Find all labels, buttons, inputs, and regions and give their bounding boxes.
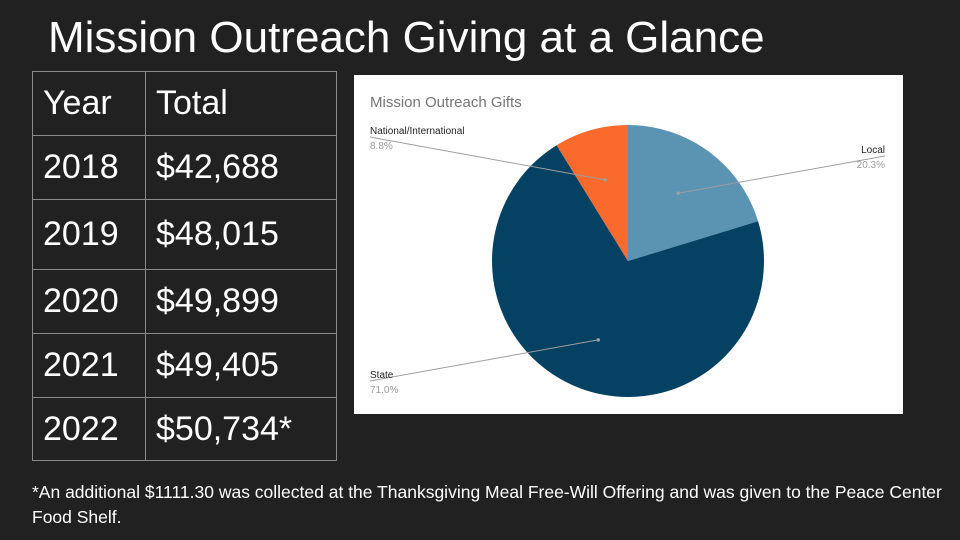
table-cell-total: $50,734* (145, 397, 337, 461)
footnote: *An additional $1111.30 was collected at… (32, 482, 942, 527)
table-row: 2020 $49,899 (32, 269, 337, 334)
table-row: 2021 $49,405 (32, 333, 337, 398)
leader-dot (596, 338, 601, 342)
table-cell-year: 2018 (32, 135, 146, 200)
slice-percent-label: 8.8% (370, 141, 393, 152)
slice-percent-label: 20.3% (857, 160, 885, 171)
table-cell-year: 2019 (32, 199, 146, 270)
leader-line (369, 136, 606, 181)
table-header-row: Year Total (32, 71, 337, 136)
table-cell-total: $49,899 (145, 269, 337, 334)
chart-title: Mission Outreach Gifts (370, 94, 522, 111)
slice-label: National/International (370, 126, 465, 137)
table-cell-total: $48,015 (145, 199, 337, 270)
giving-table: Year Total 2018 $42,688 2019 $48,015 202… (32, 71, 337, 461)
slice-label: State (370, 370, 394, 381)
slide-title: Mission Outreach Giving at a Glance (48, 13, 765, 62)
pie-chart: Mission Outreach Gifts Local 20.3% State 71… (369, 94, 886, 397)
table-cell-year: 2021 (32, 333, 146, 398)
table-cell-year: 2022 (32, 397, 146, 461)
table-cell-total: $42,688 (145, 135, 337, 200)
leader-line (678, 155, 886, 194)
slice-label: Local (861, 145, 885, 156)
pie-slice-local (628, 125, 759, 261)
slice-percent-label: 71.0% (370, 385, 398, 396)
leader-line (369, 339, 599, 382)
table-row: 2019 $48,015 (32, 199, 337, 270)
table-cell-year: 2020 (32, 269, 146, 334)
table-row: 2018 $42,688 (32, 135, 337, 200)
table-header-year: Year (32, 71, 146, 136)
table-row: 2022 $50,734* (32, 397, 337, 461)
pie-chart-panel: Mission Outreach Gifts Local 20.3% State 71… (354, 75, 903, 414)
table-cell-total: $49,405 (145, 333, 337, 398)
leader-dot (676, 191, 680, 196)
table-header-total: Total (145, 71, 337, 136)
leader-dot (603, 178, 607, 182)
pie-slice-national-international (556, 125, 628, 261)
pie-slice-state (492, 145, 764, 397)
